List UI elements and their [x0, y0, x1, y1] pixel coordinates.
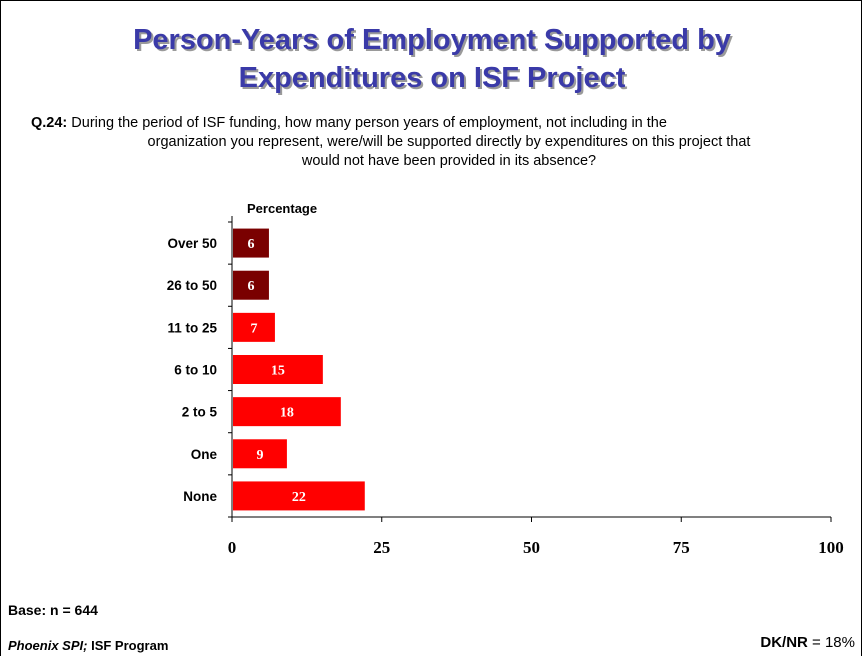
data-label: 22 [292, 490, 306, 505]
data-label: 15 [271, 364, 285, 379]
category-label: None [183, 489, 217, 504]
footer-dknr: DK/NR = 18% [760, 634, 855, 651]
question-line-1: Q.24: During the period of ISF funding, … [31, 114, 861, 133]
base-note: Base: n = 644 [8, 602, 98, 618]
category-label: 2 to 5 [182, 405, 218, 420]
dknr-label: DK/NR [760, 634, 808, 651]
x-tick-label: 100 [818, 538, 844, 557]
chart-title: Person-Years of Employment Supported by … [1, 21, 863, 97]
question-line-3: would not have been provided in its abse… [301, 153, 597, 169]
question-text: Q.24: During the period of ISF funding, … [31, 114, 861, 171]
footer-brand: Phoenix SPI; [8, 638, 88, 653]
x-tick-label: 75 [673, 538, 690, 557]
x-tick-label: 0 [228, 538, 237, 557]
x-tick-label: 50 [523, 538, 540, 557]
data-label: 9 [256, 448, 263, 463]
bar [233, 481, 365, 511]
dknr-value: = 18% [807, 634, 855, 651]
title-line-2: Expenditures on ISF Project [238, 62, 626, 94]
bar-chart: Percentage 0 25 50 75 100 Over 50 6 26 to 50 6 11 … [167, 201, 844, 557]
data-label: 7 [250, 321, 257, 336]
bar [233, 355, 323, 384]
footer-source: Phoenix SPI; ISF Program [8, 638, 168, 653]
title-line-1: Person-Years of Employment Supported by [133, 24, 731, 56]
category-label: 11 to 25 [167, 320, 217, 335]
bar [233, 397, 341, 427]
bar [233, 439, 287, 469]
data-label: 6 [247, 279, 254, 294]
category-label: One [191, 447, 218, 462]
data-label: 6 [247, 237, 254, 252]
category-label: 26 to 50 [167, 278, 217, 293]
data-label: 18 [280, 406, 294, 421]
x-tick-label: 25 [373, 538, 390, 557]
bar [233, 270, 269, 300]
plot-title: Percentage [247, 201, 317, 216]
question-line-1-text: During the period of ISF funding, how ma… [71, 115, 667, 131]
category-label: 6 to 10 [174, 363, 217, 378]
question-label: Q.24: [31, 115, 68, 131]
bar [233, 228, 269, 258]
bar [233, 312, 275, 342]
question-line-2: organization you represent, were/will be… [147, 134, 751, 150]
category-label: Over 50 [167, 236, 217, 251]
footer-program: ISF Program [87, 638, 169, 653]
